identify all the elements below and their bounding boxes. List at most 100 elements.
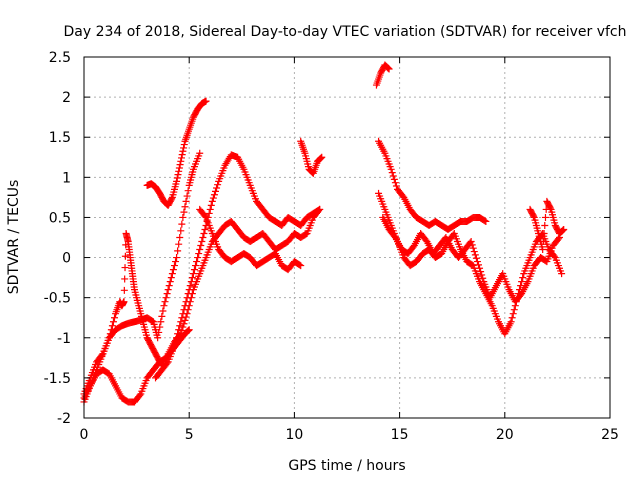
data-point [183,192,191,200]
data-point [121,252,129,260]
data-point [214,181,222,189]
y-tick-label: -0.5 [44,291,71,307]
x-tick-label: 20 [496,427,514,443]
data-point [207,201,215,209]
data-points [80,61,568,406]
data-point [166,278,174,286]
data-point [160,302,168,310]
data-point [210,191,218,199]
x-tick-label: 25 [601,427,619,443]
data-point [177,330,185,338]
series-track-c [80,149,204,406]
data-point [176,234,184,241]
data-point [178,220,186,228]
data-point [189,270,197,278]
data-point [176,322,184,330]
data-point [175,240,183,248]
data-point [173,174,181,182]
data-point [539,238,547,246]
data-point [180,208,188,216]
axis-ticks: 0 5 10 15 20 25 -2 -1.5 -1 -0.5 0 0.5 1 1.5 2 2.5 [44,50,619,443]
data-point [163,290,171,298]
data-point [181,316,189,324]
data-point [120,298,128,306]
y-tick-label: -2 [57,411,71,427]
data-point [558,227,566,235]
data-point [476,264,484,272]
data-point [387,165,395,173]
data-point [179,147,187,155]
data-point [392,182,400,190]
data-point [530,212,538,220]
data-point [206,205,214,213]
data-point [194,254,202,262]
data-point [190,266,198,274]
x-tick-label: 5 [185,427,194,443]
data-point [317,154,325,162]
data-point [180,320,188,328]
y-tick-label: 1.5 [49,130,71,146]
data-point [202,97,210,105]
y-tick-label: -1 [57,331,71,347]
data-point [185,326,193,334]
data-point [481,217,489,225]
data-point [519,274,527,282]
data-point [316,205,324,213]
data-point [178,326,186,334]
data-point [136,391,144,399]
data-point [168,270,176,278]
data-point [177,227,185,235]
data-point [180,141,188,149]
series-track-j [375,137,490,233]
data-point [167,274,175,282]
x-tick-label: 15 [391,427,409,443]
data-point [174,171,182,179]
data-point [518,278,526,286]
data-point [182,313,190,321]
data-point [184,327,192,335]
data-point [173,177,181,185]
data-point [478,271,486,279]
data-point [175,167,183,175]
data-point [469,244,477,252]
data-point [156,323,164,331]
series-track-m [526,197,568,254]
data-point [195,250,203,258]
data-point [186,298,194,306]
plot-frame [83,56,611,419]
data-point [162,294,170,302]
data-point [541,213,549,221]
data-point [539,246,547,254]
data-point [554,235,562,243]
data-point [201,225,209,233]
data-point [508,314,516,322]
data-point [560,225,568,233]
data-point [185,302,193,310]
data-point [176,161,184,169]
data-point [178,151,186,159]
data-point [389,172,397,180]
data-point [109,318,117,326]
y-tick-label: 0.5 [49,210,71,226]
data-point [187,294,195,302]
data-point [154,334,162,342]
data-point [384,64,392,72]
data-point [213,184,221,192]
data-point [157,318,165,326]
data-point [186,282,194,290]
data-point [184,187,192,195]
data-point [318,153,326,161]
data-point [168,195,176,203]
data-point [546,204,554,212]
data-point [390,175,398,183]
data-point [315,207,323,215]
data-point [385,65,393,73]
data-point [173,254,181,262]
data-point [470,248,478,256]
data-point [164,286,172,294]
y-axis-label: SDTVAR / TECUs [6,180,22,295]
data-point [188,290,196,298]
data-point [472,254,480,262]
data-point [473,258,481,266]
